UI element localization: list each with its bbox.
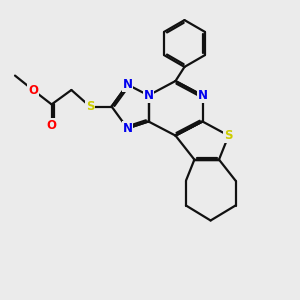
- Text: N: N: [143, 89, 154, 102]
- Text: N: N: [122, 78, 133, 91]
- Text: N: N: [197, 89, 208, 102]
- Text: O: O: [46, 119, 57, 132]
- Text: O: O: [28, 83, 38, 97]
- Text: S: S: [86, 100, 94, 113]
- Text: N: N: [122, 122, 133, 135]
- Text: S: S: [224, 129, 233, 142]
